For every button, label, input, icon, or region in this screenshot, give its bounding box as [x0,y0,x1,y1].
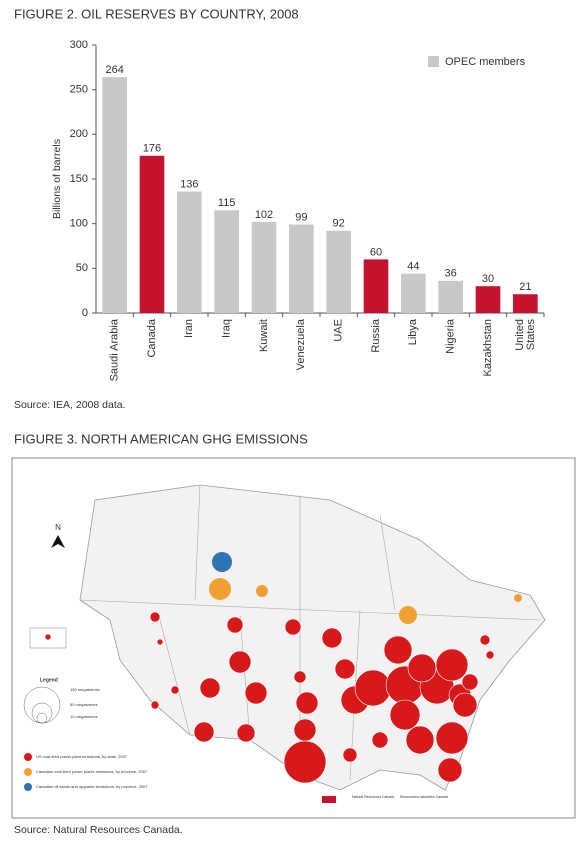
x-tick-label: Venezuela [295,318,307,370]
bar [139,155,165,313]
canada-coal-circle [514,594,522,602]
figure-title: FIGURE 3. NORTH AMERICAN GHG EMISSIONS [14,431,308,446]
x-tick-label: Canada [146,318,158,357]
value-label: 60 [370,246,382,258]
y-tick-label: 200 [70,128,88,140]
credit: Natural Resources Canada [352,795,394,799]
y-tick-label: 150 [70,173,88,185]
figure-title: FIGURE 2. OIL RESERVES BY COUNTRY, 2008 [14,6,299,21]
x-tick-label: Saudi Arabia [109,318,121,381]
bar [363,259,389,313]
legend-label: Canadian coal-fired power plants emissio… [36,769,148,774]
value-label: 36 [445,268,457,280]
y-tick-label: 250 [70,84,88,96]
flag [322,796,336,803]
legend-label: OPEC members [445,56,526,68]
size-label: 50 megatonnes [70,702,98,707]
credit: Ressources naturelles Canada [400,795,448,799]
value-label: 115 [218,197,236,209]
north-arrow [51,535,65,548]
value-label: 30 [482,273,494,285]
size-label: 10 megatonnes [70,714,98,719]
bar [438,280,463,313]
landmass [79,484,546,791]
x-tick-label: Iran [183,319,195,338]
x-tick-label: Kuwait [258,319,270,352]
oil-sands-circle [212,552,232,572]
bar [326,230,351,313]
x-tick-label: Kazakhstan [482,319,494,376]
legend-label: US coal-fired power plant emissions, by … [36,754,128,759]
legend-swatch [428,56,439,67]
emission-circles [44,611,495,784]
north-label: N [55,523,61,532]
size-key [36,712,48,724]
borders [79,484,541,781]
y-tick-label: 300 [70,39,88,51]
legend-swatch [24,768,32,776]
legend-swatch [24,753,32,761]
canada-coal-circle [256,585,268,597]
x-tick-label: Nigeria [445,318,457,354]
y-tick-label: 50 [76,262,88,274]
value-label: 102 [255,209,273,221]
canada-coal-circle [399,606,417,624]
value-label: 136 [180,178,198,190]
bar [289,224,314,313]
x-tick-label: UAE [333,319,345,342]
bar [251,221,277,313]
source: Source: IEA, 2008 data. [14,399,126,411]
value-label: 264 [105,64,123,76]
legend-swatch [24,783,32,791]
bar [401,273,426,313]
source: Source: Natural Resources Canada. [14,824,183,836]
legend-title: Legend [40,677,58,683]
value-label: 21 [519,281,531,293]
value-label: 44 [407,261,419,273]
map: N Legend 150 megatonnes 50 megatonnes [11,457,576,819]
map-legend: Legend 150 megatonnes 50 megatonnes 10 m… [23,677,148,791]
bar [214,210,239,313]
y-tick-label: 100 [70,218,88,230]
value-label: 99 [295,211,307,223]
x-tick-label: Iraq [221,319,233,338]
value-label: 176 [143,143,161,155]
canada-coal-circle [209,578,231,600]
size-label: 150 megatonnes [70,687,100,692]
bar [475,286,501,313]
value-label: 92 [333,218,345,230]
y-tick-label: 0 [82,307,88,319]
x-tick-label: Libya [407,318,419,345]
x-tick-label: UnitedStates [514,319,537,351]
bar [513,294,538,313]
bar [177,191,202,313]
legend-label: Canadian oil sands and upgrader emission… [36,784,148,789]
y-axis-label: Billions of barrels [51,139,63,219]
x-tick-label: Russia [370,318,382,353]
bar [102,77,127,313]
